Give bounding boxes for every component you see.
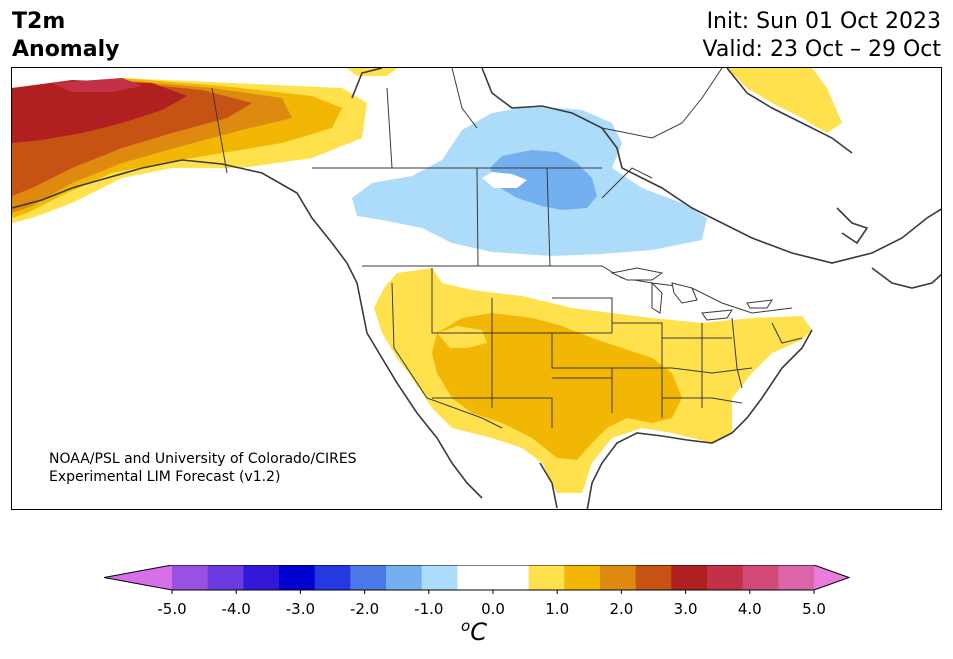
us-warm-light-inner (437, 326, 487, 348)
temperature-anomaly-map (12, 68, 941, 509)
colorbar-segment (635, 565, 672, 590)
colorbar: -5.0 -4.0 -3.0 -2.0 -1.0 0.0 1.0 2.0 3.0 4.0 5.0 (103, 564, 852, 629)
boundaries (211, 68, 803, 429)
colorbar-segment (564, 565, 601, 590)
colorbar-segment (742, 565, 779, 590)
title-variable-2: Anomaly (12, 37, 120, 62)
title-variable: T2m (12, 9, 66, 34)
plot-title: T2m Anomaly (12, 8, 119, 64)
coastlines (12, 68, 941, 509)
credit-line-2: Experimental LIM Forecast (v1.2) (49, 469, 281, 485)
colorbar-tick-label: 3.0 (674, 600, 698, 618)
colorbar-tick-label: -1.0 (414, 600, 443, 618)
colorbar-tick-label: 2.0 (609, 600, 633, 618)
colorbar-segment (243, 565, 280, 590)
canada-cold-medium (490, 150, 597, 210)
colorbar-segment (671, 565, 708, 590)
data-credit: NOAA/PSL and University of Colorado/CIRE… (49, 450, 357, 486)
north-warm-light (347, 68, 397, 76)
colorbar-over-arrow (814, 565, 849, 590)
colorbar-tick-label: -2.0 (350, 600, 379, 618)
colorbar-segment (421, 565, 458, 590)
alaska-warm-red (12, 80, 187, 143)
colorbar-tick-label: 4.0 (738, 600, 762, 618)
greenland-warm-light (727, 68, 842, 133)
colorbar-segment (707, 565, 744, 590)
colorbar-unit: oC (461, 617, 487, 646)
unit-degree: o (461, 617, 471, 635)
valid-date: Valid: 23 Oct – 29 Oct (702, 37, 941, 62)
colorbar-segment (172, 565, 209, 590)
canada-cold-white-inner (482, 172, 527, 188)
init-date: Init: Sun 01 Oct 2023 (706, 9, 941, 34)
colorbar-tick-label: 5.0 (802, 600, 826, 618)
colorbar-segment (778, 565, 815, 590)
credit-line-1: NOAA/PSL and University of Colorado/CIRE… (49, 451, 357, 467)
colorbar-tick-label: -3.0 (286, 600, 315, 618)
us-warm-medium (432, 313, 682, 460)
forecast-dates: Init: Sun 01 Oct 2023 Valid: 23 Oct – 29… (703, 8, 941, 64)
colorbar-segment (350, 565, 387, 590)
colorbar-tick-label: 1.0 (545, 600, 569, 618)
colorbar-segment (207, 565, 244, 590)
colorbar-segment (493, 565, 530, 590)
colorbar-segment (279, 565, 316, 590)
alaska-warm-crimson (52, 78, 142, 92)
colorbar-segment (600, 565, 637, 590)
colorbar-tick-label: -4.0 (222, 600, 251, 618)
colorbar-graphic: -5.0 -4.0 -3.0 -2.0 -1.0 0.0 1.0 2.0 3.0 4.0 5.0 (103, 564, 851, 618)
colorbar-tick-label: -5.0 (157, 600, 186, 618)
colorbar-under-arrow (104, 565, 172, 590)
unit-letter: C (470, 618, 487, 646)
great-lakes (610, 267, 773, 321)
colorbar-segment (314, 565, 351, 590)
colorbar-tick-label: 0.0 (481, 600, 505, 618)
colorbar-segment (386, 565, 423, 590)
colorbar-segment (457, 565, 494, 590)
map-panel (11, 67, 942, 510)
colorbar-segment (528, 565, 565, 590)
